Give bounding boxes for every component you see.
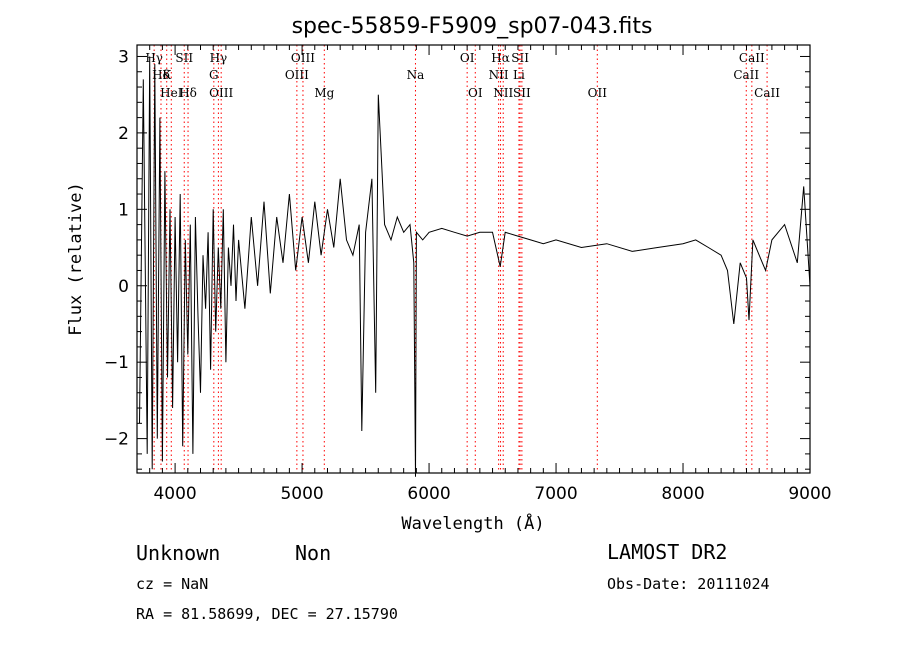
redshift-readout: cz = NaN bbox=[136, 575, 208, 593]
x-tick-label: 4000 bbox=[153, 484, 196, 504]
line-marker-label: Mg bbox=[314, 86, 334, 100]
x-tick-label: 6000 bbox=[407, 484, 450, 504]
y-tick-label: 3 bbox=[118, 47, 129, 67]
line-marker-label: OII bbox=[588, 86, 608, 100]
y-tick-label: 2 bbox=[118, 124, 129, 144]
line-marker-label: K bbox=[162, 68, 172, 82]
line-marker-label: CaII bbox=[754, 86, 780, 100]
line-marker-label: Hγ bbox=[145, 51, 163, 65]
line-marker-label: Hγ bbox=[210, 51, 228, 65]
x-axis-ticks: 4000 5000 6000 7000 8000 9000 bbox=[136, 45, 832, 504]
line-marker-label: NII bbox=[489, 68, 509, 82]
x-tick-label: 5000 bbox=[280, 484, 323, 504]
line-marker-label: SII bbox=[513, 86, 531, 100]
line-marker-label: G bbox=[209, 68, 219, 82]
line-marker-label: OI bbox=[460, 51, 475, 65]
line-marker-label: HeI bbox=[160, 86, 183, 100]
line-marker-label: Hδ bbox=[152, 68, 170, 82]
y-tick-label: −2 bbox=[104, 430, 129, 450]
x-axis-label: Wavelength (Å) bbox=[401, 512, 544, 534]
line-marker-label: CaII bbox=[733, 68, 759, 82]
line-marker-label: CaII bbox=[739, 51, 765, 65]
x-tick-label: 7000 bbox=[534, 484, 577, 504]
y-tick-label: 1 bbox=[118, 200, 129, 220]
spectral-class: Unknown bbox=[136, 541, 220, 565]
plot-frame bbox=[136, 44, 811, 474]
line-marker-label: SII bbox=[175, 51, 193, 65]
observation-date: Obs-Date: 20111024 bbox=[607, 575, 770, 593]
line-marker-label: Li bbox=[513, 68, 525, 82]
line-marker-label: OIII bbox=[209, 86, 233, 100]
line-marker-label: OIII bbox=[291, 51, 315, 65]
y-axis-label: Flux (relative) bbox=[66, 182, 86, 336]
coordinates-readout: RA = 81.58699, DEC = 27.15790 bbox=[136, 605, 398, 623]
y-tick-label: −1 bbox=[104, 353, 129, 373]
spectrum-line bbox=[139, 56, 811, 477]
chart-title: spec-55859-F5909_sp07-043.fits bbox=[292, 14, 653, 39]
line-marker-label: Na bbox=[407, 68, 425, 82]
y-axis-ticks: −2 −1 0 1 2 3 bbox=[104, 47, 810, 470]
line-marker-label: Hα bbox=[491, 51, 510, 65]
survey-name: LAMOST DR2 bbox=[607, 540, 727, 564]
x-tick-label: 8000 bbox=[661, 484, 704, 504]
line-marker-label: OIII bbox=[285, 68, 309, 82]
y-tick-label: 0 bbox=[118, 277, 129, 297]
line-marker-label: SII bbox=[511, 51, 529, 65]
line-marker-label: Hδ bbox=[179, 86, 197, 100]
x-tick-label: 9000 bbox=[788, 484, 831, 504]
line-marker-label: NII bbox=[493, 86, 513, 100]
series-group bbox=[139, 56, 811, 477]
line-marker-label: OI bbox=[468, 86, 483, 100]
spectral-subclass: Non bbox=[295, 541, 331, 565]
